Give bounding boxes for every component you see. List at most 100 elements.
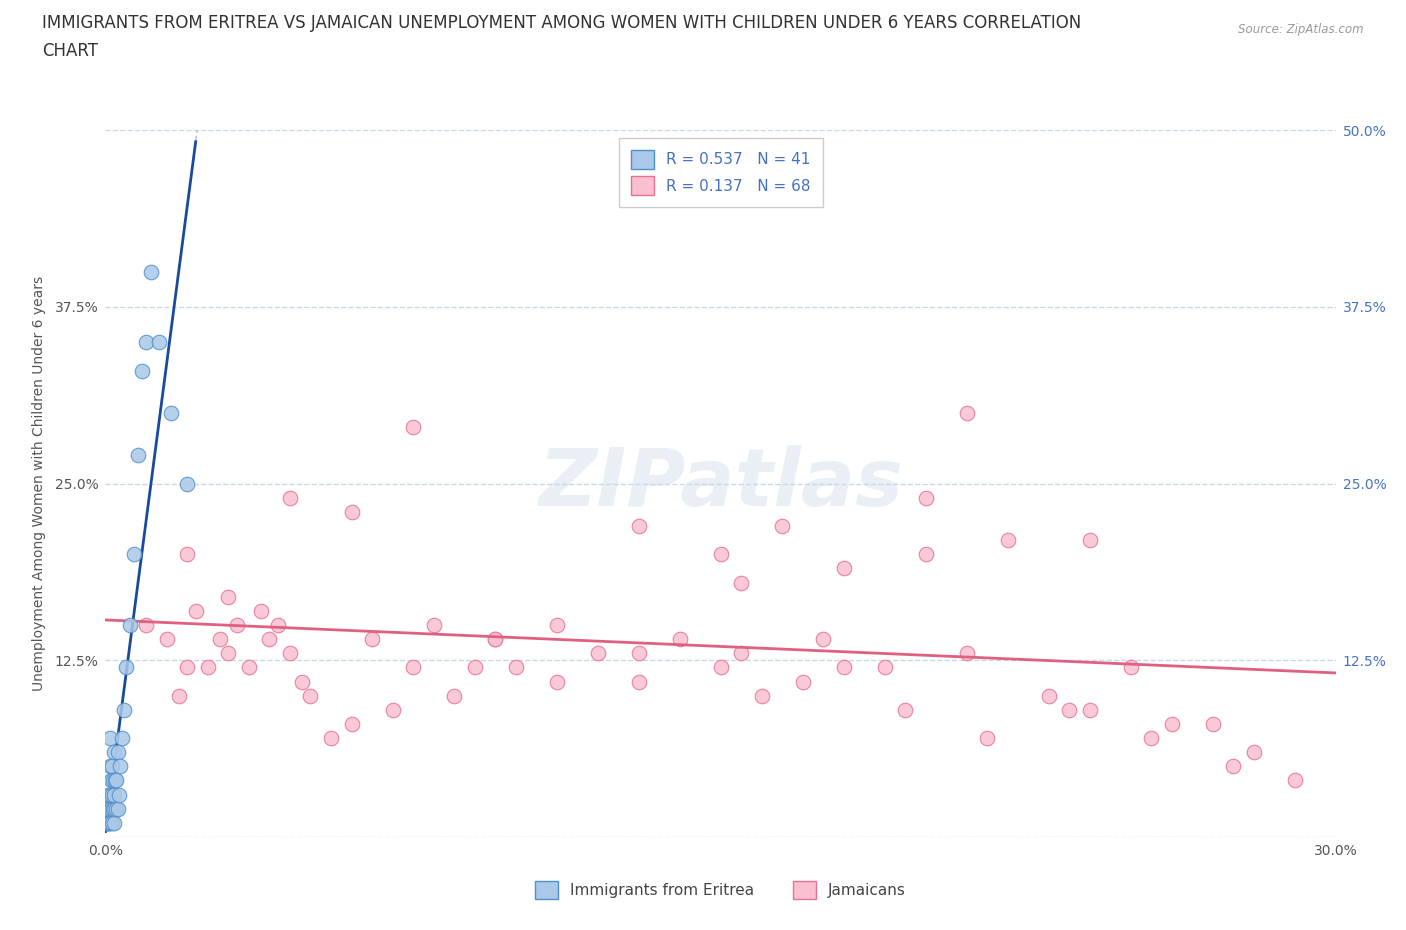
Text: ZIPatlas: ZIPatlas (538, 445, 903, 523)
Point (710, 660, 733, 675)
Point (1140, 731, 1163, 746)
Point (1078, 702, 1101, 717)
Point (135, 618, 157, 632)
Point (976, 731, 998, 746)
Point (627, 674, 650, 689)
Point (381, 702, 404, 717)
Point (218, 590, 240, 604)
Point (98, 731, 121, 746)
Point (627, 645, 650, 660)
Point (267, 618, 290, 632)
Point (710, 547, 733, 562)
Point (139, 264, 162, 279)
Point (112, 702, 135, 717)
Point (107, 745, 129, 760)
Point (997, 533, 1019, 548)
Point (1222, 759, 1244, 774)
Point (100, 816, 122, 830)
Point (730, 575, 752, 590)
Point (832, 561, 855, 576)
Point (1078, 533, 1101, 548)
Point (291, 674, 314, 689)
Point (156, 631, 179, 646)
Point (103, 816, 125, 830)
Point (103, 787, 125, 802)
Point (873, 660, 896, 675)
Point (278, 490, 301, 505)
Point (586, 645, 609, 660)
Point (1057, 702, 1080, 717)
Point (1160, 716, 1182, 731)
Point (340, 504, 363, 519)
Point (97, 816, 120, 830)
Point (422, 618, 444, 632)
Point (914, 490, 936, 505)
Point (197, 660, 219, 675)
Point (122, 547, 145, 562)
Point (299, 688, 322, 703)
Point (100, 773, 122, 788)
Point (1119, 660, 1142, 675)
Point (101, 759, 124, 774)
Point (505, 660, 527, 675)
Point (96, 816, 118, 830)
Point (96, 816, 118, 830)
Point (101, 787, 124, 802)
Point (131, 363, 153, 378)
Point (361, 631, 384, 646)
Point (278, 645, 301, 660)
Point (894, 702, 917, 717)
Text: IMMIGRANTS FROM ERITREA VS JAMAICAN UNEMPLOYMENT AMONG WOMEN WITH CHILDREN UNDER: IMMIGRANTS FROM ERITREA VS JAMAICAN UNEM… (42, 14, 1081, 32)
Point (832, 660, 855, 675)
Point (1202, 716, 1225, 731)
Point (104, 802, 127, 817)
Point (120, 618, 141, 632)
Point (97, 787, 120, 802)
Point (484, 631, 506, 646)
Point (111, 731, 134, 746)
Point (98, 816, 121, 830)
Text: Source: ZipAtlas.com: Source: ZipAtlas.com (1239, 23, 1364, 36)
Point (443, 688, 465, 703)
Point (184, 604, 207, 618)
Point (402, 419, 425, 434)
Point (96, 802, 118, 817)
Point (259, 631, 281, 646)
Point (108, 787, 131, 802)
Y-axis label: Unemployment Among Women with Children Under 6 years: Unemployment Among Women with Children U… (32, 276, 46, 691)
Point (107, 802, 129, 817)
Point (319, 731, 342, 746)
Point (792, 674, 814, 689)
Point (250, 604, 273, 618)
Point (464, 660, 486, 675)
Point (127, 448, 149, 463)
Point (811, 631, 834, 646)
Point (402, 660, 425, 675)
Point (176, 660, 198, 675)
Point (103, 802, 125, 817)
Point (914, 547, 936, 562)
Point (1284, 773, 1306, 788)
Text: CHART: CHART (42, 42, 98, 60)
Point (103, 773, 125, 788)
Point (209, 631, 232, 646)
Point (176, 476, 198, 491)
Point (751, 688, 773, 703)
Point (101, 802, 124, 817)
Point (98, 759, 121, 774)
Point (770, 519, 793, 534)
Point (115, 660, 138, 675)
Point (160, 405, 183, 420)
Point (148, 335, 170, 350)
Point (1038, 688, 1060, 703)
Point (225, 618, 247, 632)
Point (176, 547, 198, 562)
Point (100, 802, 122, 817)
Point (135, 335, 157, 350)
Legend: Immigrants from Eritrea, Jamaicans: Immigrants from Eritrea, Jamaicans (527, 873, 914, 907)
Point (546, 674, 568, 689)
Point (105, 773, 128, 788)
Point (484, 631, 506, 646)
Point (730, 645, 752, 660)
Point (340, 716, 363, 731)
